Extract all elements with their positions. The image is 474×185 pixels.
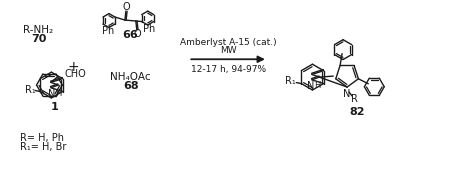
- Text: R= H, Ph: R= H, Ph: [19, 133, 64, 143]
- Text: 1: 1: [51, 102, 58, 112]
- Text: H: H: [314, 81, 320, 90]
- Text: 70: 70: [31, 34, 46, 44]
- Text: R-NH₂: R-NH₂: [23, 26, 54, 36]
- Text: H: H: [55, 89, 61, 98]
- Text: CHO: CHO: [65, 69, 87, 79]
- Text: N: N: [343, 89, 351, 99]
- Text: R₁: R₁: [285, 76, 296, 86]
- Text: R: R: [351, 94, 357, 104]
- Text: +: +: [67, 60, 79, 74]
- Text: 68: 68: [123, 81, 138, 91]
- Text: O: O: [133, 29, 141, 39]
- Text: Ph: Ph: [143, 24, 155, 34]
- Text: MW: MW: [220, 46, 237, 55]
- Text: NH₄OAc: NH₄OAc: [110, 72, 151, 82]
- Text: 12-17 h, 94-97%: 12-17 h, 94-97%: [191, 65, 265, 74]
- Text: N: N: [48, 89, 55, 99]
- Text: 66: 66: [122, 30, 138, 40]
- Text: O: O: [122, 2, 130, 12]
- Text: Ph: Ph: [102, 26, 114, 36]
- Text: R₁= H, Br: R₁= H, Br: [19, 142, 66, 152]
- Text: 82: 82: [349, 107, 365, 117]
- Text: N: N: [307, 81, 315, 91]
- Text: Amberlyst A-15 (cat.): Amberlyst A-15 (cat.): [180, 38, 276, 47]
- Text: R₁: R₁: [25, 85, 36, 95]
